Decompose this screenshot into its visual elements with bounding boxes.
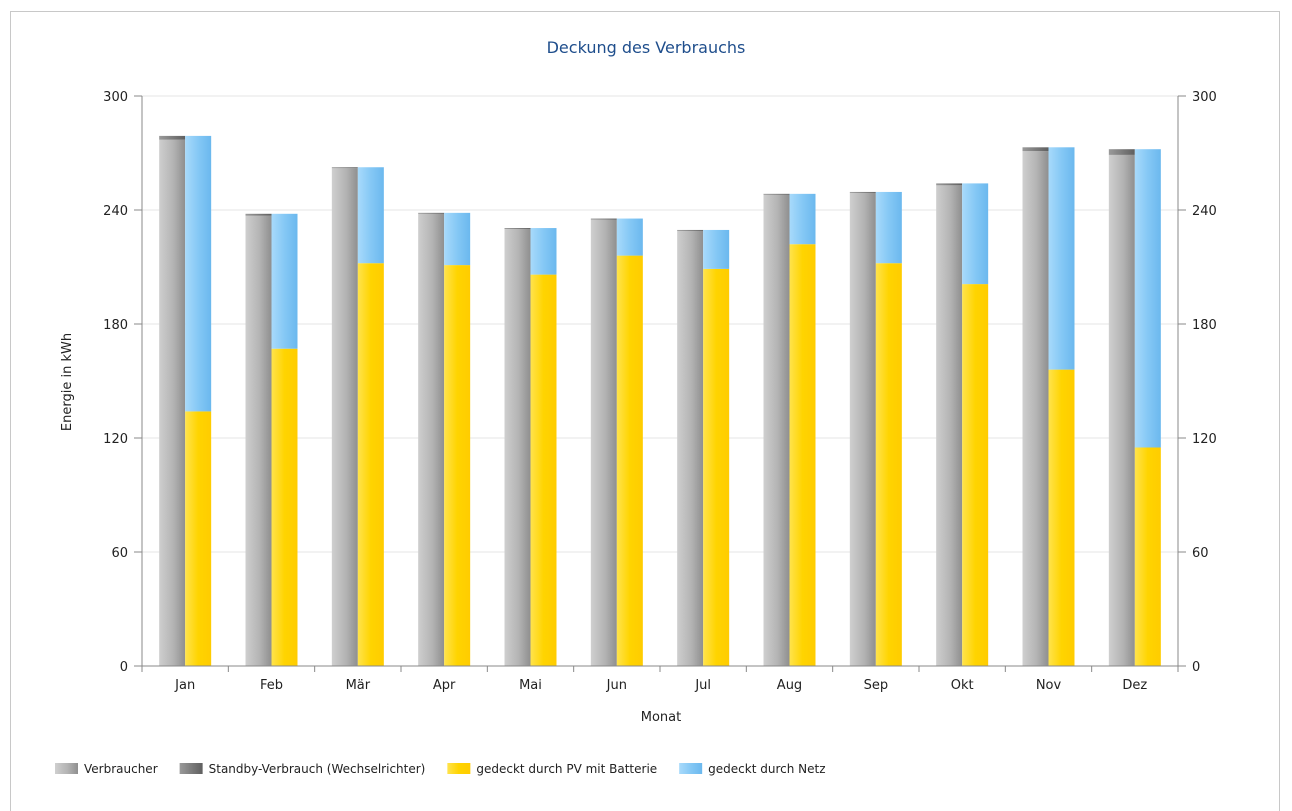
legend-swatch bbox=[55, 763, 78, 774]
chart-title: Deckung des Verbrauchs bbox=[547, 38, 746, 57]
bar-verbraucher bbox=[1022, 151, 1049, 667]
bar-standby bbox=[418, 212, 445, 214]
bar-netz bbox=[271, 213, 298, 349]
x-tick-label: Jun bbox=[606, 678, 627, 693]
bar-verbraucher bbox=[504, 229, 531, 666]
y-tick-label-right: 180 bbox=[1192, 318, 1217, 333]
x-tick-label: Nov bbox=[1036, 678, 1062, 693]
bar-standby bbox=[763, 193, 790, 195]
y-tick-label-right: 120 bbox=[1192, 432, 1217, 447]
x-tick-label: Okt bbox=[951, 678, 974, 693]
legend-label: Standby-Verbrauch (Wechselrichter) bbox=[209, 762, 426, 776]
bars bbox=[159, 135, 1161, 667]
bar-standby bbox=[331, 167, 358, 169]
x-tick-label: Mär bbox=[346, 678, 371, 693]
bar-netz bbox=[185, 135, 212, 412]
x-tick-label: Dez bbox=[1122, 678, 1147, 693]
x-axis-title: Monat bbox=[641, 710, 681, 725]
bar-verbraucher bbox=[331, 168, 358, 666]
bar-netz bbox=[875, 191, 902, 264]
axes: 0 0 60 60 120 120 180 180 240 240 300 300 Jan Feb Mär A… bbox=[103, 90, 1217, 693]
bar-verbraucher bbox=[849, 192, 876, 666]
bar-netz bbox=[1048, 147, 1075, 370]
bar-standby bbox=[849, 191, 876, 193]
y-tick-label-left: 60 bbox=[111, 546, 128, 561]
bar-netz bbox=[357, 167, 384, 264]
chart-frame: Deckung des Verbrauchs 0 0 60 60 120 120 180 18… bbox=[10, 11, 1280, 811]
y-tick-label-right: 0 bbox=[1192, 660, 1200, 675]
y-tick-label-right: 240 bbox=[1192, 204, 1217, 219]
bar-standby bbox=[936, 183, 963, 186]
y-tick-label-left: 240 bbox=[103, 204, 128, 219]
x-tick-label: Sep bbox=[864, 678, 889, 693]
bar-pv-batterie bbox=[271, 348, 298, 666]
bar-verbraucher bbox=[418, 213, 445, 667]
bar-chart: Deckung des Verbrauchs 0 0 60 60 120 120 180 18… bbox=[55, 38, 1217, 776]
grid-lines bbox=[142, 95, 1178, 553]
bar-standby bbox=[159, 135, 186, 140]
legend-swatch bbox=[179, 763, 203, 774]
bar-netz bbox=[962, 183, 989, 285]
legend-swatch bbox=[679, 763, 703, 774]
y-axis-title: Energie in kWh bbox=[60, 333, 75, 431]
bar-verbraucher bbox=[159, 139, 186, 666]
x-tick-label: Apr bbox=[433, 678, 456, 693]
legend-swatch bbox=[447, 763, 471, 774]
x-tick-label: Aug bbox=[777, 678, 802, 693]
bar-pv-batterie bbox=[1134, 447, 1161, 666]
bar-standby bbox=[590, 218, 617, 220]
y-tick-label-right: 60 bbox=[1192, 546, 1209, 561]
y-tick-label-left: 120 bbox=[103, 432, 128, 447]
y-tick-label-left: 180 bbox=[103, 318, 128, 333]
bar-pv-batterie bbox=[1048, 369, 1075, 666]
legend: Verbraucher Standby-Verbrauch (Wechselric… bbox=[55, 762, 826, 776]
bar-netz bbox=[616, 218, 643, 256]
bar-netz bbox=[444, 212, 471, 266]
bar-pv-batterie bbox=[789, 244, 816, 666]
bar-standby bbox=[504, 228, 531, 229]
bar-pv-batterie bbox=[703, 268, 730, 666]
bar-pv-batterie bbox=[962, 284, 989, 666]
bar-pv-batterie bbox=[616, 255, 643, 666]
bar-verbraucher bbox=[1108, 154, 1135, 666]
legend-label: gedeckt durch PV mit Batterie bbox=[476, 762, 657, 776]
bar-pv-batterie bbox=[357, 263, 384, 666]
y-tick-label-left: 0 bbox=[120, 660, 128, 675]
x-tick-label: Jan bbox=[174, 678, 195, 693]
x-tick-label: Feb bbox=[260, 678, 283, 693]
bar-netz bbox=[530, 228, 557, 275]
bar-standby bbox=[1022, 147, 1049, 152]
bar-pv-batterie bbox=[875, 263, 902, 666]
bar-netz bbox=[1134, 149, 1161, 448]
bar-netz bbox=[703, 229, 730, 269]
bar-standby bbox=[245, 213, 272, 216]
y-tick-label-right: 300 bbox=[1192, 90, 1217, 105]
bar-pv-batterie bbox=[185, 411, 212, 666]
bar-verbraucher bbox=[936, 185, 963, 667]
bar-verbraucher bbox=[590, 219, 617, 666]
bar-pv-batterie bbox=[444, 265, 471, 666]
bar-netz bbox=[789, 193, 816, 245]
y-tick-label-left: 300 bbox=[103, 90, 128, 105]
bar-standby bbox=[1108, 149, 1135, 155]
legend-label: gedeckt durch Netz bbox=[708, 762, 825, 776]
x-tick-label: Jul bbox=[694, 678, 711, 693]
bar-pv-batterie bbox=[530, 274, 557, 666]
bar-verbraucher bbox=[245, 215, 272, 666]
bar-standby bbox=[677, 229, 704, 231]
legend-label: Verbraucher bbox=[84, 762, 158, 776]
bar-verbraucher bbox=[763, 194, 790, 667]
bar-verbraucher bbox=[677, 230, 704, 666]
x-tick-label: Mai bbox=[519, 678, 542, 693]
